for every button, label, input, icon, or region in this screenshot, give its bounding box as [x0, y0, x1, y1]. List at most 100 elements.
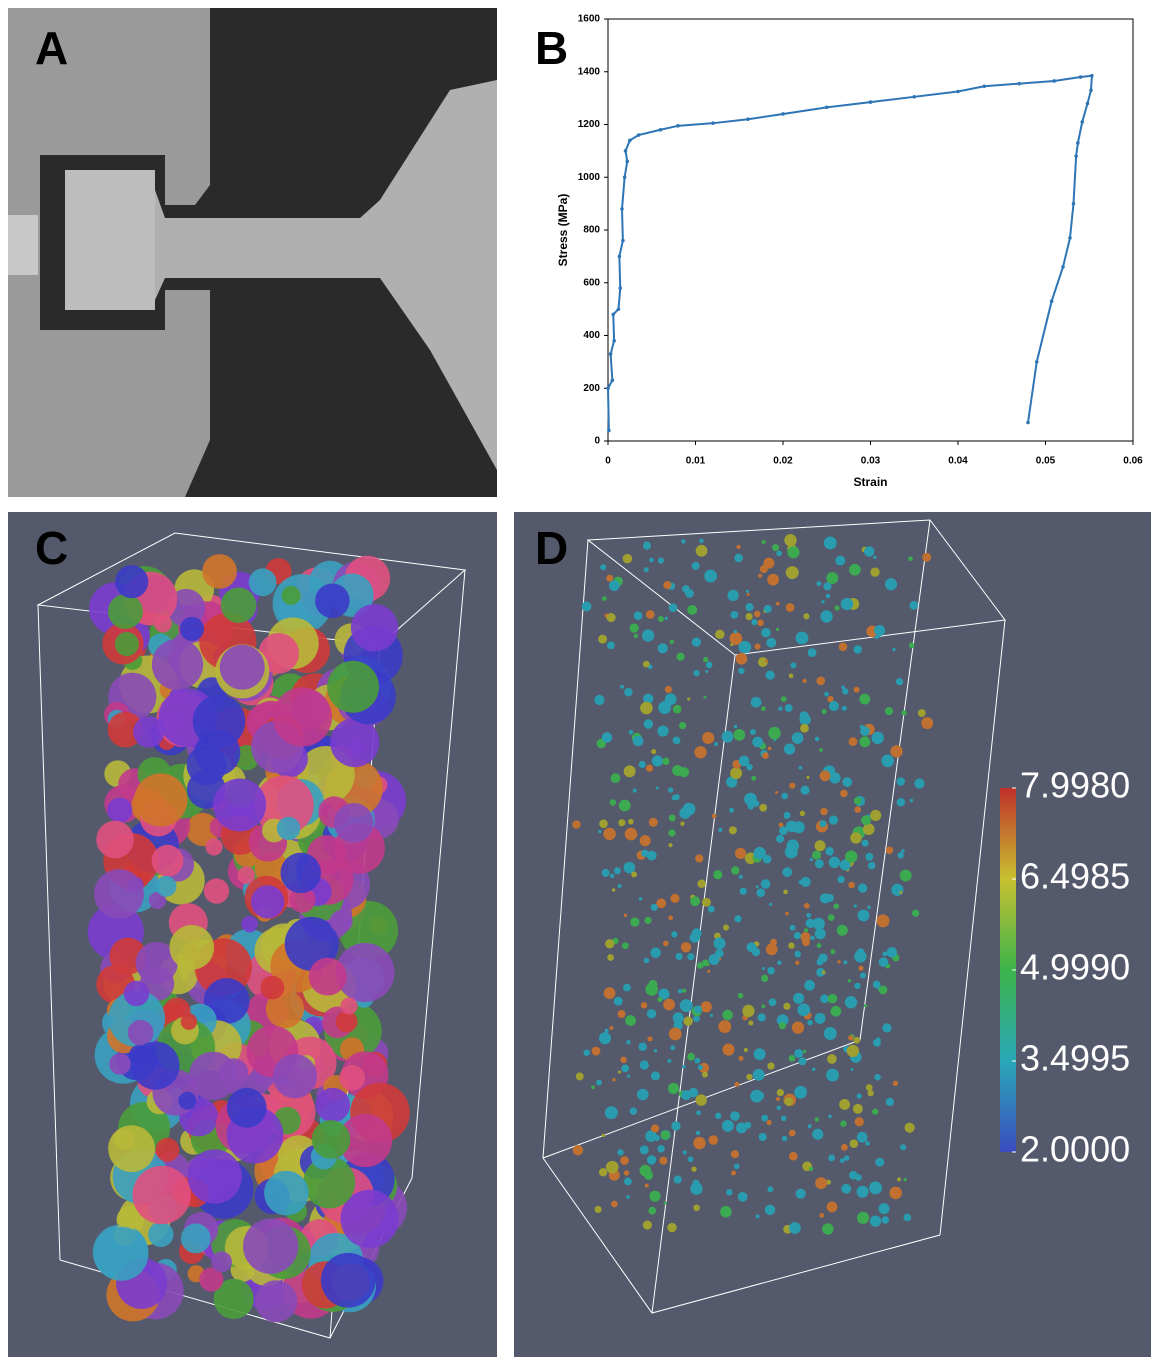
defect	[804, 928, 808, 932]
defect	[652, 755, 663, 766]
defect	[625, 1015, 636, 1026]
defect	[755, 644, 761, 650]
defect	[850, 1140, 858, 1148]
defect	[912, 909, 919, 916]
defect	[572, 820, 580, 828]
defect	[664, 1202, 667, 1205]
defect	[641, 1002, 648, 1009]
defect	[692, 638, 701, 647]
defect	[840, 1121, 846, 1127]
defect	[731, 866, 739, 874]
defect	[687, 698, 690, 701]
defect	[727, 590, 738, 601]
defect	[730, 767, 742, 779]
defect	[679, 807, 690, 818]
data-point	[869, 100, 873, 104]
defect	[777, 960, 782, 965]
defect	[726, 1189, 732, 1195]
defect	[644, 1171, 653, 1180]
defect	[877, 914, 890, 927]
defect	[747, 593, 750, 596]
defect	[835, 556, 845, 566]
defect	[887, 947, 897, 957]
defect	[702, 1072, 708, 1078]
defect	[758, 574, 762, 578]
defect	[896, 678, 903, 685]
defect	[612, 1078, 615, 1081]
defect	[796, 632, 809, 645]
defect	[624, 914, 628, 918]
defect	[839, 1099, 850, 1110]
defect	[827, 1054, 837, 1064]
grain	[152, 639, 203, 690]
defect	[837, 925, 848, 936]
defect	[922, 553, 931, 562]
defect	[866, 1084, 873, 1091]
defect	[779, 1022, 786, 1029]
panel-label: C	[35, 522, 68, 574]
defect	[630, 917, 639, 926]
defect	[901, 849, 905, 853]
defect	[756, 1214, 760, 1218]
defect	[879, 986, 888, 995]
defect	[642, 629, 654, 641]
defect	[599, 819, 608, 828]
defect	[614, 997, 623, 1006]
defect	[868, 1090, 874, 1096]
defect	[829, 857, 840, 868]
defect	[738, 1056, 743, 1061]
defect	[821, 600, 824, 603]
defect	[857, 1212, 869, 1224]
defect	[830, 949, 835, 954]
defect	[826, 572, 838, 584]
defect	[841, 598, 853, 610]
y-tick-label: 1400	[578, 66, 601, 77]
defect	[848, 1035, 853, 1040]
x-tick-label: 0.03	[861, 456, 881, 467]
defect	[783, 890, 788, 895]
defect	[908, 557, 913, 562]
defect	[819, 1213, 824, 1218]
defect	[611, 1201, 618, 1208]
defect	[822, 1223, 834, 1235]
defect	[812, 1068, 816, 1072]
data-point	[1017, 82, 1021, 86]
defect	[861, 815, 871, 825]
defect	[665, 693, 677, 705]
defect	[879, 1203, 890, 1214]
defect	[823, 582, 831, 590]
defect	[599, 1032, 611, 1044]
defect	[747, 942, 757, 952]
panel-label: A	[35, 22, 68, 74]
defect	[795, 961, 799, 965]
defect	[722, 731, 734, 743]
defect	[693, 670, 699, 676]
defect	[702, 898, 711, 907]
data-point	[623, 175, 627, 179]
defect	[722, 1010, 732, 1020]
defect	[690, 932, 700, 942]
defect	[690, 896, 700, 906]
defect	[854, 904, 857, 907]
defect	[591, 1086, 595, 1090]
defect	[765, 659, 768, 662]
defect	[740, 888, 747, 895]
defect	[859, 736, 870, 747]
grain	[330, 910, 353, 933]
defect	[759, 1133, 767, 1141]
defect	[863, 823, 875, 835]
defect	[808, 648, 817, 657]
defect	[849, 564, 861, 576]
data-point	[1061, 265, 1065, 269]
defect	[607, 613, 616, 622]
defect	[612, 888, 615, 891]
grain	[255, 1280, 297, 1322]
defect	[682, 1065, 686, 1069]
defect	[815, 1177, 827, 1189]
grain	[213, 778, 266, 831]
defect	[889, 1187, 902, 1200]
defect	[781, 793, 788, 800]
defect	[761, 1115, 768, 1122]
defect	[712, 814, 717, 819]
defect	[624, 765, 636, 777]
